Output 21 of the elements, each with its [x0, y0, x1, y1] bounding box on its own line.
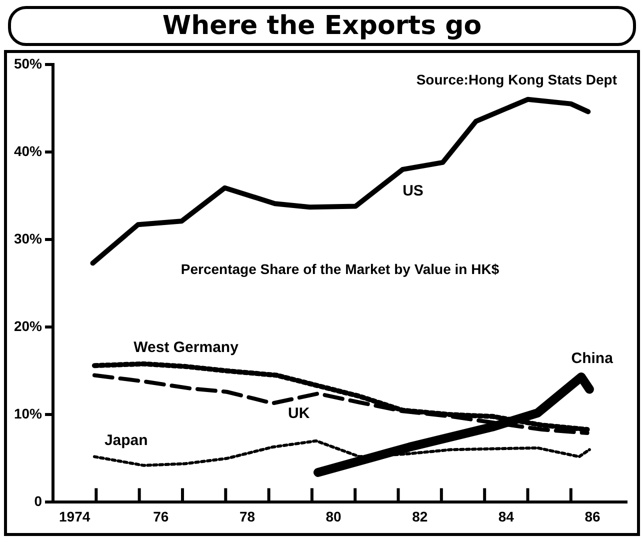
- text: Percentage Share of the Market by Value in HK$: [180, 261, 500, 278]
- series-label: UK: [288, 404, 310, 422]
- y-tick-label: 0: [34, 493, 42, 510]
- y-tick-label: 50%: [14, 55, 43, 72]
- x-tick-label: 86: [584, 508, 600, 524]
- series-label: Japan: [104, 432, 148, 449]
- y-tick-label: 20%: [14, 318, 43, 334]
- x-tick-label: 76: [153, 508, 169, 524]
- series-label: US: [402, 182, 424, 200]
- y-tick-label: 10%: [14, 406, 43, 422]
- x-tick-label: 82: [412, 508, 428, 524]
- x-tick-label: 1974: [59, 508, 90, 524]
- x-tick-label: 80: [326, 508, 342, 524]
- series-label: China: [571, 350, 614, 368]
- chart-title: Where the Exports go: [8, 6, 636, 46]
- series-label: West Germany: [134, 338, 240, 356]
- x-tick-label: 84: [498, 508, 514, 524]
- annotation: Source:Hong Kong Stats Dept: [416, 71, 618, 88]
- y-tick-label: 40%: [14, 142, 43, 159]
- x-tick-label: 78: [239, 508, 256, 524]
- y-tick-label: 30%: [14, 230, 43, 246]
